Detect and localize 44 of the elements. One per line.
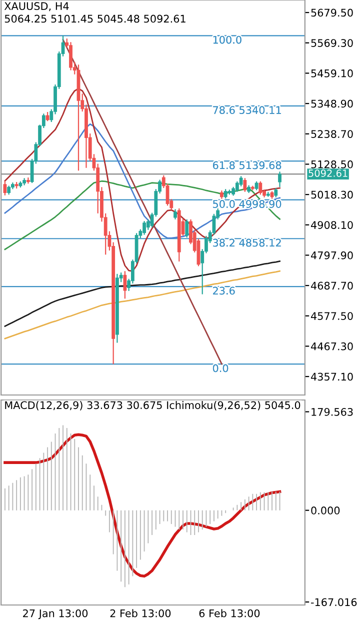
candlestick (185, 218, 189, 238)
x-tick-label: 2 Feb 13:00 (110, 609, 171, 618)
candlestick (258, 180, 262, 196)
y-tick-label: 4797.90 (310, 251, 353, 260)
y-tick-label: 4577.50 (310, 312, 353, 320)
candlestick (274, 187, 278, 198)
candlestick (123, 270, 127, 300)
y-tick-label: 4357.10 (310, 372, 353, 381)
annotation: 100.0 (213, 36, 242, 44)
ref-line-label: 5092.61 (308, 170, 348, 177)
y-tick-label: 5238.70 (311, 130, 353, 138)
y-tick-label: 5348.90 (311, 100, 353, 108)
chart-title: MACD(12,26,9) 33.673 30.675 Ichimoku(9,26,52) 5045.0 (5, 401, 300, 410)
y-tick-label: 5018.30 (311, 190, 353, 199)
y-tick-label: 5569.30 (311, 39, 353, 47)
y-tick-label: 5128.50 (311, 160, 353, 168)
y-tick-label: 4908.10 (310, 221, 353, 229)
chart-title: XAUUSD, H4 (4, 2, 69, 12)
annotation: 23.6 (213, 286, 235, 295)
candlestick (3, 180, 7, 196)
annotation: 78.6 5340.11 (213, 106, 281, 114)
candlestick (224, 188, 228, 200)
y-tick-label: 4467.30 (310, 342, 353, 350)
y-tick-label: 179.563 (312, 408, 353, 416)
annotation: 38.2 4858.12 (213, 238, 281, 247)
x-tick-label: 6 Feb 13:00 (199, 609, 260, 618)
candlestick (69, 42, 72, 71)
text: 5064.25 5101.45 5045.48 5092.61 (4, 14, 186, 23)
candlestick (278, 171, 282, 188)
y-tick-label: 0.000 (311, 506, 340, 514)
line-series (4, 260, 280, 327)
candlestick (243, 178, 247, 192)
y-tick-label: -167.016 (310, 598, 357, 606)
candlestick (174, 208, 177, 220)
line-series (4, 270, 280, 340)
annotation: 0.0 (212, 364, 228, 372)
candlestick (239, 176, 243, 187)
annotation: 61.8 5139.68 (212, 161, 282, 170)
y-tick-label: 5679.50 (311, 8, 353, 17)
y-tick-label: 5459.10 (311, 69, 353, 78)
y-tick-label: 4687.70 (310, 282, 353, 290)
candlestick (142, 220, 146, 236)
x-tick-label: 27 Jan 13:00 (23, 609, 88, 620)
line-series (4, 433, 282, 578)
